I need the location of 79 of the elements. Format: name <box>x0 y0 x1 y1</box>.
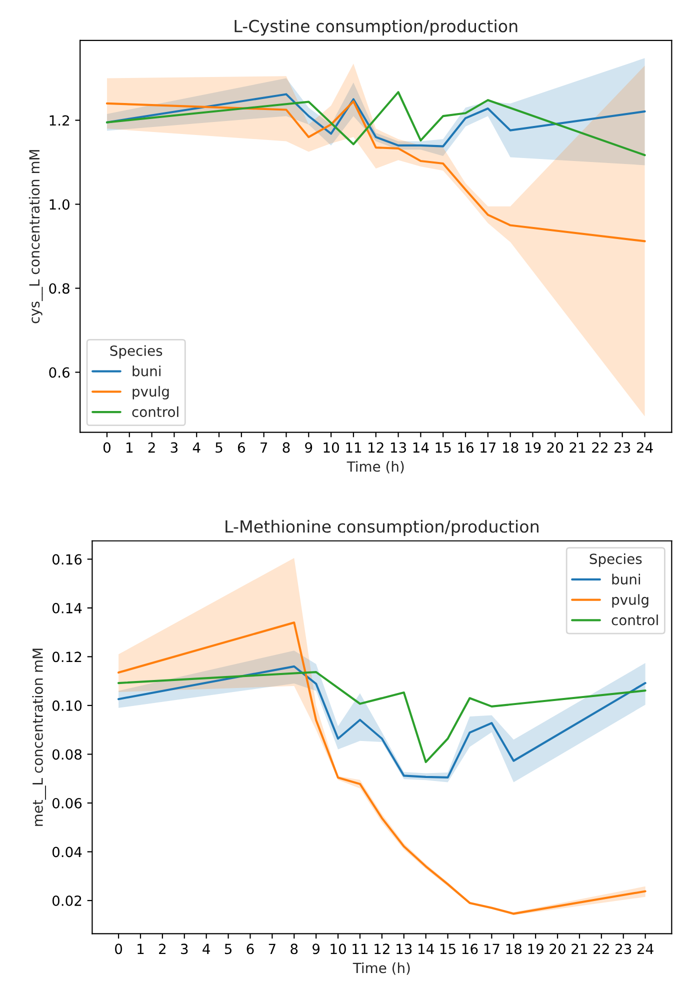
x-tick-label: 1 <box>138 944 144 954</box>
x-tick-label: 2 <box>148 442 155 453</box>
x-axis-title: Time (h) <box>346 461 404 474</box>
x-tick-label: 6 <box>246 944 254 954</box>
y-tick-label: 0.12 <box>52 652 82 662</box>
x-tick-label: 20 <box>550 944 566 954</box>
x-tick-label: 16 <box>462 944 478 954</box>
y-axis-title: met__L concentration mM <box>32 648 46 826</box>
x-tick-label: 11 <box>346 442 362 453</box>
x-tick-label: 17 <box>480 442 496 453</box>
x-tick-label: 13 <box>390 442 406 453</box>
y-tick-label: 0.06 <box>52 798 82 808</box>
x-tick-label: 14 <box>418 944 434 954</box>
legend-label: buni <box>612 574 640 585</box>
x-tick-label: 3 <box>170 442 178 453</box>
chart-title: L-Methionine consumption/production <box>226 520 538 536</box>
y-tick-label: 1.0 <box>50 199 70 210</box>
y-tick-label: 0.02 <box>52 896 82 906</box>
x-tick-label: 0 <box>115 944 122 954</box>
y-tick-label: 0.08 <box>52 749 82 760</box>
legend-label: pvulg <box>612 594 648 608</box>
chart-title: L-Cystine consumption/production <box>234 19 518 36</box>
x-tick-label: 14 <box>413 442 429 453</box>
line-series <box>106 100 646 242</box>
x-tick-label: 9 <box>305 442 312 453</box>
x-tick-label: 16 <box>458 442 474 453</box>
x-tick-label: 20 <box>547 442 564 453</box>
legend-title: Species <box>110 345 162 359</box>
x-tick-label: 23 <box>614 442 630 453</box>
x-tick-label: 12 <box>374 944 390 954</box>
x-tick-label: 11 <box>352 944 368 954</box>
x-tick-label: 22 <box>594 944 609 954</box>
x-tick-label: 5 <box>224 944 232 954</box>
x-tick-label: 19 <box>525 442 541 453</box>
x-tick-label: 21 <box>572 944 588 954</box>
x-tick-label: 19 <box>528 944 544 954</box>
legend-label: control <box>612 614 658 626</box>
x-tick-label: 15 <box>436 442 451 453</box>
y-tick-label: 0.14 <box>52 602 82 614</box>
x-tick-label: 18 <box>506 944 522 954</box>
x-tick-label: 17 <box>484 944 500 954</box>
y-tick-label: 0.16 <box>52 554 82 565</box>
x-tick-label: 8 <box>282 442 290 453</box>
x-tick-label: 22 <box>592 442 608 453</box>
y-tick-label: 0.10 <box>52 700 82 711</box>
line-series <box>106 91 646 156</box>
legend-label: buni <box>132 366 160 376</box>
legend-label: control <box>132 406 178 418</box>
x-tick-label: 9 <box>312 944 320 954</box>
x-tick-label: 8 <box>290 944 298 954</box>
x-tick-label: 4 <box>202 944 210 954</box>
x-tick-label: 3 <box>181 944 188 954</box>
x-axis-title: Time (h) <box>352 962 410 975</box>
x-tick-label: 2 <box>159 944 166 954</box>
x-tick-label: 13 <box>396 944 412 954</box>
y-axis-title: cys__L concentration mM <box>28 150 43 324</box>
legend-title: Species <box>590 553 642 567</box>
y-tick-label: 0.8 <box>49 283 70 294</box>
x-tick-label: 10 <box>330 944 346 954</box>
x-tick-label: 24 <box>637 944 654 954</box>
legend-label: pvulg <box>132 386 169 400</box>
x-tick-label: 15 <box>440 944 456 954</box>
x-tick-label: 6 <box>238 442 245 453</box>
x-tick-label: 7 <box>268 944 276 954</box>
x-tick-label: 1 <box>126 442 133 453</box>
x-tick-label: 18 <box>503 442 518 453</box>
y-tick-label: 0.04 <box>52 846 82 858</box>
line-series <box>117 671 646 764</box>
x-tick-label: 7 <box>260 442 268 453</box>
x-tick-label: 23 <box>616 944 632 954</box>
y-tick-label: 1.2 <box>50 115 69 126</box>
x-tick-label: 0 <box>103 442 110 453</box>
x-tick-label: 21 <box>570 442 586 453</box>
x-tick-label: 12 <box>368 442 384 453</box>
x-tick-label: 4 <box>192 442 200 453</box>
y-tick-label: 0.6 <box>49 367 70 378</box>
x-tick-label: 10 <box>324 442 339 453</box>
x-tick-label: 5 <box>216 442 222 453</box>
x-tick-label: 24 <box>636 442 653 453</box>
